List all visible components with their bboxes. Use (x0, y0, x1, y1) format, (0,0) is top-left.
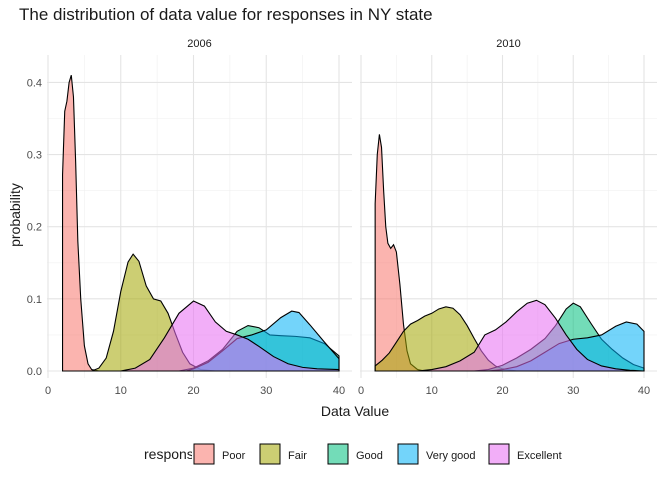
y-axis-label: probability (7, 183, 23, 247)
density-area-excellent (375, 300, 644, 371)
y-tick-label: 0.3 (27, 150, 42, 162)
x-tick-label: 10 (115, 385, 127, 397)
y-tick-label: 0.1 (27, 294, 42, 306)
legend-label-very-good: Very good (426, 450, 476, 462)
y-tick-label: 0.2 (27, 222, 42, 234)
density-area-excellent (62, 301, 340, 371)
x-tick-label: 0 (358, 385, 364, 397)
facet-strip-label: 2006 (187, 38, 211, 50)
legend-label-fair: Fair (288, 450, 307, 462)
legend-label-good: Good (356, 450, 383, 462)
x-tick-label: 40 (638, 385, 650, 397)
legend-swatch-excellent (488, 443, 510, 465)
chart-title: The distribution of data value for respo… (19, 5, 433, 24)
legend-label-poor: Poor (222, 450, 246, 462)
x-tick-label: 30 (260, 385, 272, 397)
density-area-fair (62, 254, 340, 371)
legend-label-excellent: Excellent (517, 450, 562, 462)
legend-swatch-good (327, 443, 349, 465)
x-tick-label: 20 (496, 385, 508, 397)
x-tick-label: 20 (187, 385, 199, 397)
facet-strip-label: 2010 (496, 38, 520, 50)
facet-panel-2006: 2006 (47, 38, 352, 378)
y-tick-label: 0.0 (27, 366, 42, 378)
x-tick-label: 0 (45, 385, 51, 397)
density-outline-excellent (375, 299, 645, 372)
density-area-fair (375, 306, 644, 371)
x-tick-label: 40 (333, 385, 345, 397)
y-tick-label: 0.4 (27, 77, 42, 89)
x-axis: 0 10 20 30 40 0 10 20 30 40 (45, 385, 650, 397)
legend-title: response (144, 446, 202, 462)
x-tick-label: 10 (426, 385, 438, 397)
legend: response Poor Fair Good Very good Excellent (144, 442, 562, 466)
density-outline-excellent (62, 300, 340, 372)
legend-swatch-fair (259, 443, 281, 465)
facet-panel-2010: 2010 (360, 38, 657, 378)
x-axis-label: Data Value (321, 403, 389, 419)
y-axis: 0.0 0.1 0.2 0.3 0.4 (27, 77, 42, 378)
legend-swatch-poor (193, 443, 215, 465)
legend-swatch-very-good (397, 443, 419, 465)
x-tick-label: 30 (567, 385, 579, 397)
